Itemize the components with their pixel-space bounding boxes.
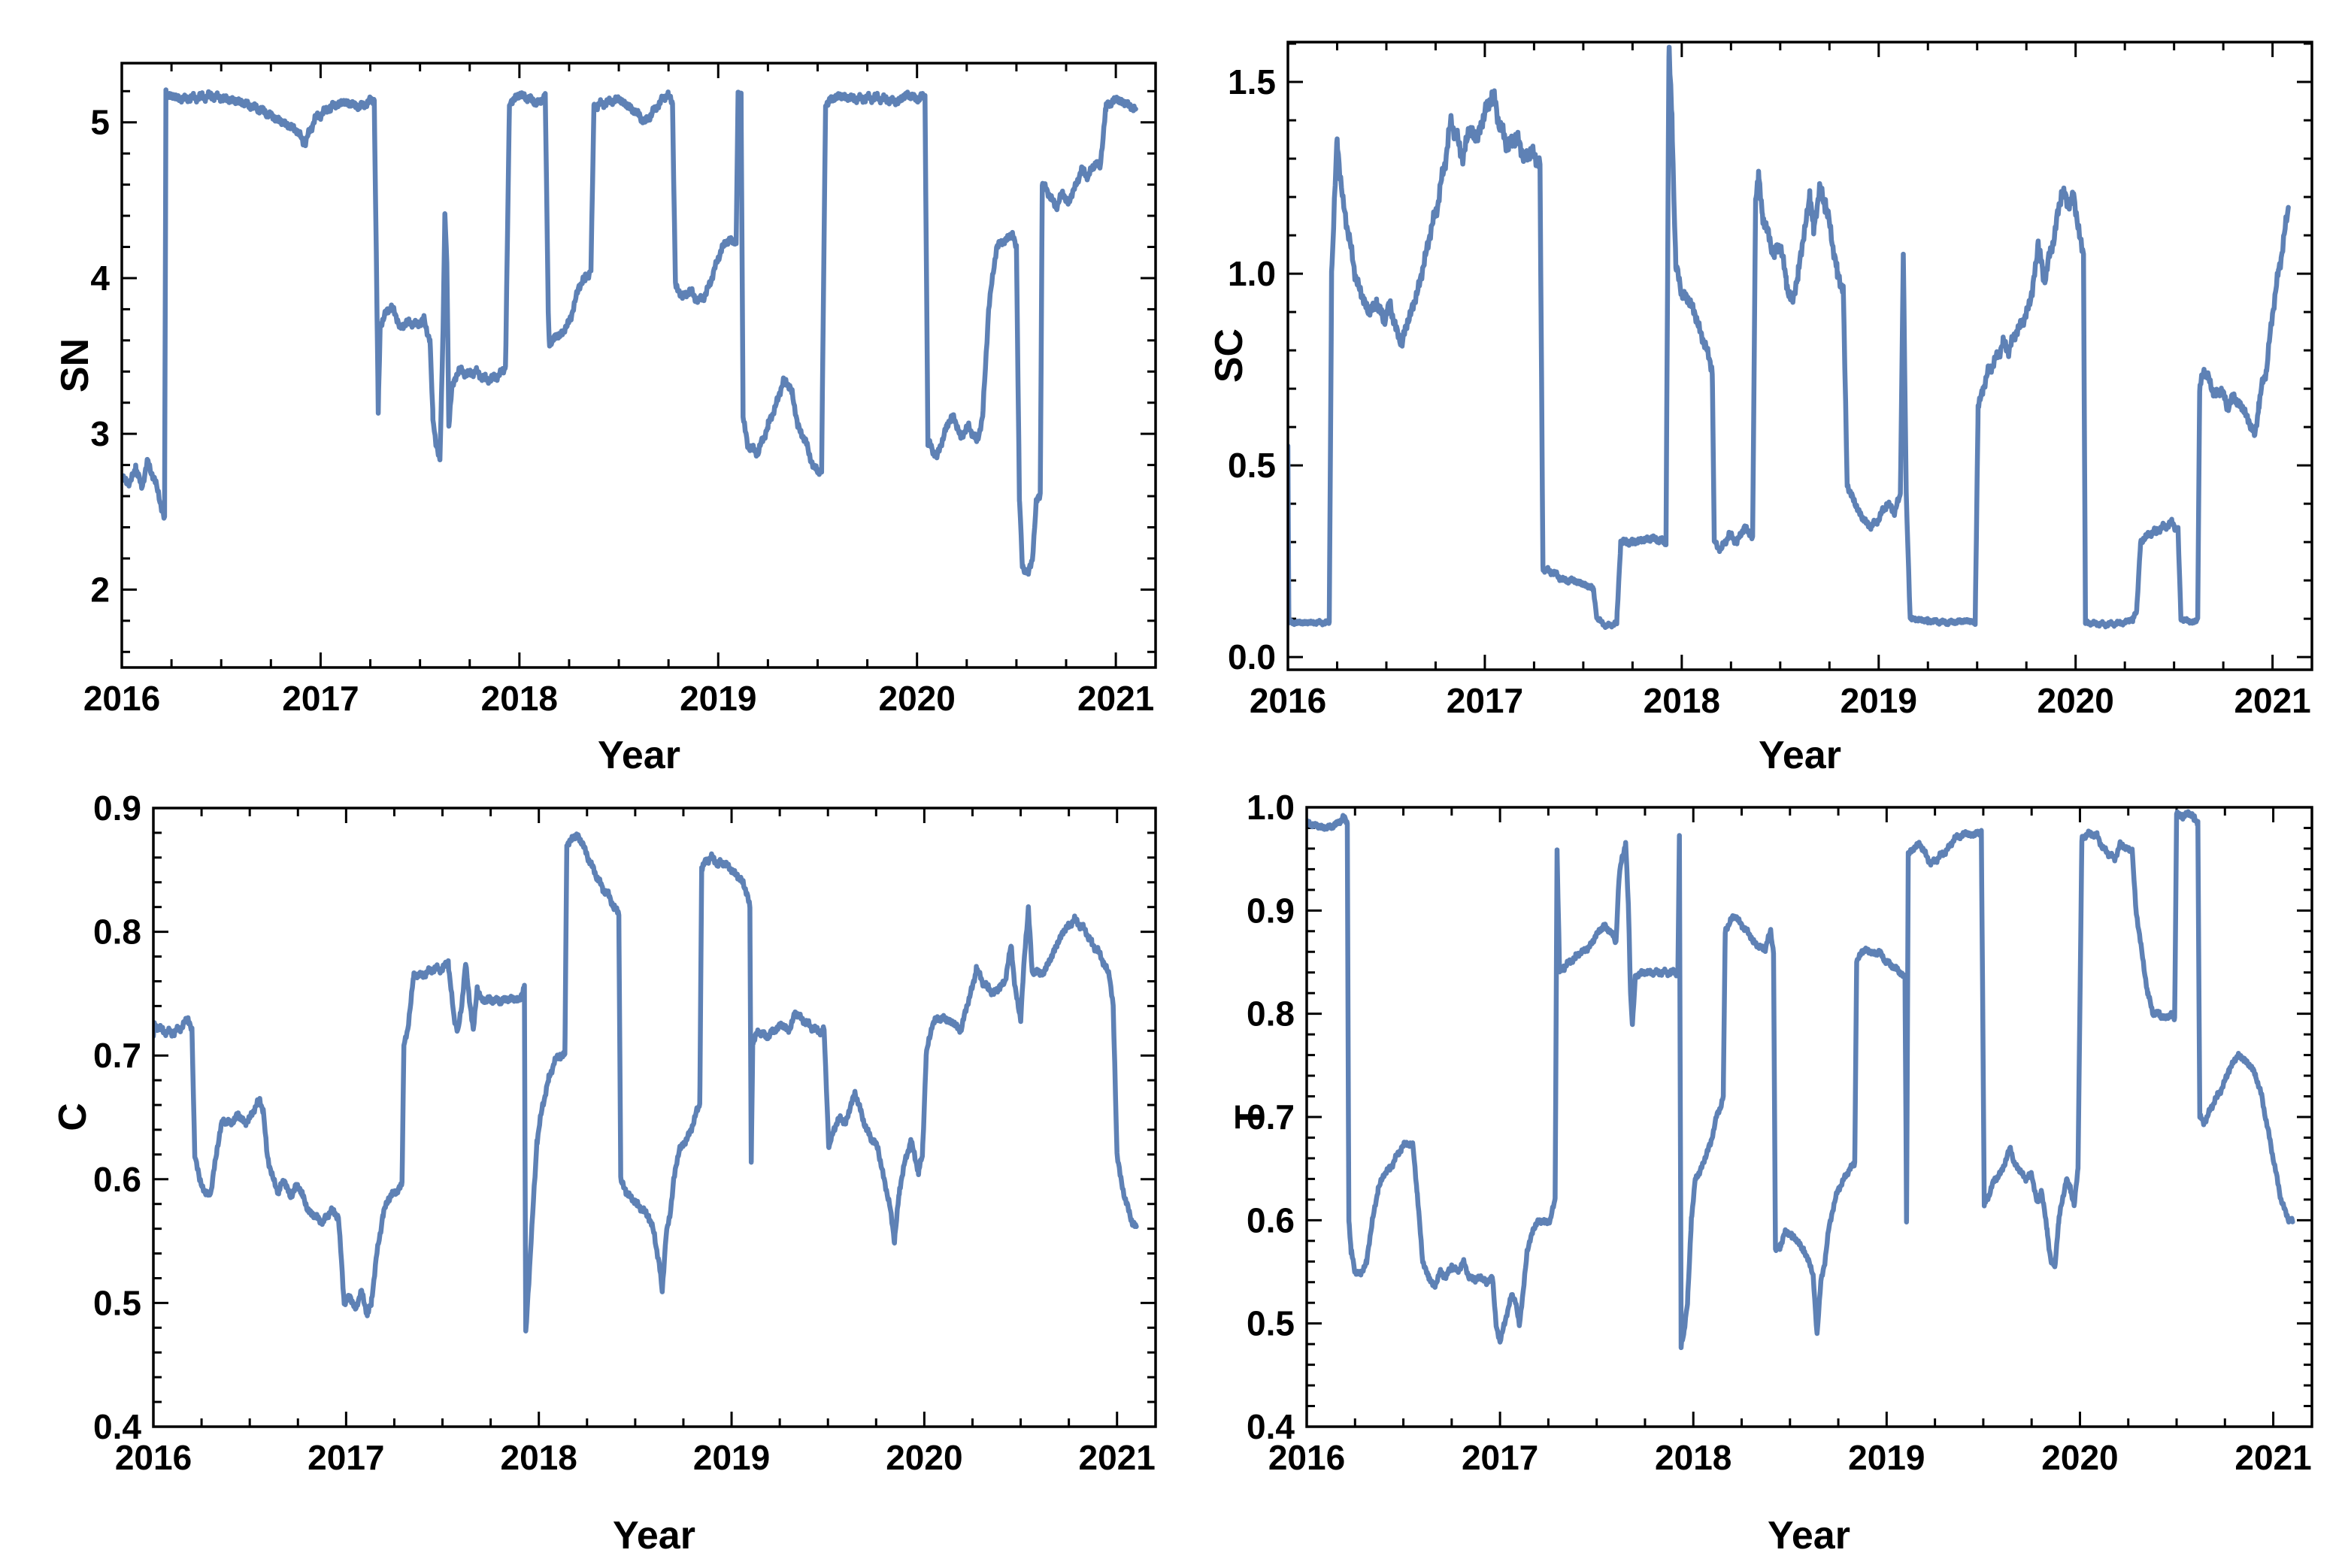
y-tick-label: 0.7 [93,1036,141,1075]
y-tick-label: 1.5 [1228,62,1276,101]
y-tick-label: 0.4 [93,1407,141,1446]
x-tick-label: 2017 [282,679,359,718]
x-tick-label: 2018 [1644,681,1720,720]
y-tick-label: 0.9 [1247,891,1295,930]
x-tick-label: 2018 [481,679,558,718]
y-tick-label: 1.0 [1247,788,1295,827]
series-line-sc [1288,44,2291,631]
y-axis-label-t: T [1228,1105,1271,1129]
x-tick-label: 2016 [83,679,160,718]
x-tick-label: 2021 [1079,1438,1156,1477]
x-tick-label: 2016 [115,1438,192,1477]
x-tick-label: 2018 [501,1438,577,1477]
plot-frame [1305,806,2313,1428]
y-tick-label: 3 [90,414,110,453]
x-tick-label: 2021 [1077,679,1154,718]
x-tick-label: 2017 [1462,1438,1538,1477]
y-axis-label-c: C [51,1103,95,1131]
x-tick-label: 2020 [886,1438,962,1477]
y-tick-label: 0.0 [1228,637,1276,677]
x-tick-label: 2020 [2041,1438,2118,1477]
x-tick-label: 2021 [2234,1438,2311,1477]
x-tick-label: 2020 [879,679,956,718]
y-axis-label-sc: SC [1207,328,1251,383]
chart-panel-sc: 2016 2017 2018 2019 2020 2021 0.0 0.5 1.0 1.5 [1228,41,2313,720]
plot-frame [120,62,1157,669]
x-tick-label: 2017 [1447,681,1523,720]
x-tick-label: 2017 [308,1438,384,1477]
y-tick-label: 0.6 [1247,1200,1295,1240]
y-tick-label: 0.5 [1228,446,1276,485]
chart-panel-c: 2016 2017 2018 2019 2020 2021 0.4 0.5 0.6 0.7 0.8 0… [93,789,1157,1477]
plot-frame [1286,41,2313,671]
x-tick-label: 2019 [693,1438,770,1477]
x-axis-label-sn: Year [598,734,680,777]
x-axis-label-c: Year [613,1514,695,1557]
x-axis-label-sc: Year [1759,734,1841,777]
y-tick-label: 0.8 [93,913,141,952]
x-tick-label: 2016 [1250,681,1326,720]
plot-frame [152,807,1157,1428]
x-tick-label: 2021 [2234,681,2310,720]
x-tick-label: 2018 [1655,1438,1731,1477]
series-line-c [153,831,1139,1333]
x-tick-label: 2016 [1268,1438,1345,1477]
y-tick-label: 4 [90,259,110,298]
y-tick-label: 1.0 [1228,254,1276,293]
series-line-t [1307,809,2295,1351]
y-tick-label: 0.4 [1247,1407,1295,1446]
y-tick-label: 0.5 [1247,1304,1295,1343]
y-tick-label: 0.9 [93,789,141,828]
y-tick-label: 0.7 [1247,1097,1295,1137]
chart-panel-sn: 2016 2017 2018 2019 2020 2021 2 3 4 5 [83,62,1157,718]
series-line-sn [122,87,1138,577]
y-tick-label: 0.8 [1247,994,1295,1034]
x-tick-label: 2019 [1841,681,1917,720]
y-tick-label: 0.5 [93,1283,141,1322]
y-tick-label: 2 [90,570,110,609]
chart-panel-t: 2016 2017 2018 2019 2020 2021 0.4 0.5 0.6 0.7 0.8 0… [1247,788,2313,1477]
y-tick-label: 0.6 [93,1160,141,1199]
y-tick-label: 5 [90,103,110,142]
x-tick-label: 2019 [680,679,756,718]
x-tick-label: 2019 [1848,1438,1925,1477]
y-axis-label-sn: SN [53,338,97,393]
x-tick-label: 2020 [2037,681,2114,720]
x-axis-label-t: Year [1768,1514,1850,1557]
